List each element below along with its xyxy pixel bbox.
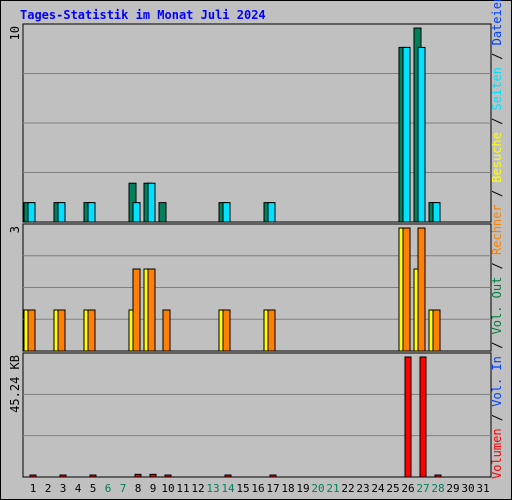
x-label-day-3: 3 bbox=[60, 482, 67, 495]
x-label-day-5: 5 bbox=[90, 482, 97, 495]
chart-panels bbox=[22, 23, 492, 478]
x-label-day-28: 28 bbox=[431, 482, 444, 495]
x-label-day-7: 7 bbox=[120, 482, 127, 495]
ymax-label-besuche: 3 bbox=[8, 226, 22, 233]
x-label-day-12: 12 bbox=[191, 482, 204, 495]
legend-besuche: Besuche bbox=[490, 132, 504, 183]
x-label-day-14: 14 bbox=[221, 482, 235, 495]
bar-rechner-day-1 bbox=[27, 309, 36, 352]
legend-sep5: / bbox=[490, 110, 504, 132]
x-label-day-24: 24 bbox=[371, 482, 385, 495]
x-label-day-31: 31 bbox=[476, 482, 489, 495]
bar-dateien-day-28 bbox=[432, 202, 441, 223]
x-label-day-20: 20 bbox=[311, 482, 324, 495]
x-label-day-9: 9 bbox=[150, 482, 157, 495]
bar-dateien-day-27 bbox=[417, 46, 426, 223]
chart-legend: Volumen / Vol. In / Vol. Out / Rechner /… bbox=[490, 0, 504, 479]
bar-rechner-day-3 bbox=[57, 309, 66, 352]
x-label-day-30: 30 bbox=[461, 482, 474, 495]
x-label-day-8: 8 bbox=[135, 482, 142, 495]
x-label-day-25: 25 bbox=[386, 482, 399, 495]
bar-dateien-day-5 bbox=[87, 202, 96, 223]
bar-rechner-day-27 bbox=[417, 227, 426, 352]
bar-volumen-day-14 bbox=[224, 474, 232, 478]
legend-sep2: / bbox=[490, 334, 504, 356]
panel-background bbox=[22, 352, 492, 478]
legend-rechner: Rechner bbox=[490, 204, 504, 255]
bar-rechner-day-8 bbox=[132, 268, 141, 352]
x-label-day-11: 11 bbox=[176, 482, 189, 495]
legend-sep4: / bbox=[490, 183, 504, 205]
panel-volumen bbox=[22, 352, 492, 478]
ymax-label-volumen: 45.24 KB bbox=[8, 355, 22, 413]
x-label-day-10: 10 bbox=[161, 482, 174, 495]
ymax-label-anfragen: 10 bbox=[8, 26, 22, 40]
x-label-day-16: 16 bbox=[251, 482, 264, 495]
panel-anfragen bbox=[22, 23, 492, 223]
bar-volumen-day-9 bbox=[149, 473, 157, 478]
bar-rechner-day-14 bbox=[222, 309, 231, 352]
legend-sep6: / bbox=[490, 45, 504, 67]
x-label-day-2: 2 bbox=[45, 482, 52, 495]
legend-sep1: / bbox=[490, 407, 504, 429]
bar-rechner-day-26 bbox=[402, 227, 411, 352]
bar-volumen-day-17 bbox=[269, 474, 277, 478]
bar-rechner-day-9 bbox=[147, 268, 156, 352]
x-label-day-1: 1 bbox=[30, 482, 37, 495]
bar-volumen-day-10 bbox=[164, 474, 172, 478]
bar-rechner-day-28 bbox=[432, 309, 441, 352]
bar-volumen-day-1 bbox=[29, 474, 37, 478]
x-label-day-15: 15 bbox=[236, 482, 249, 495]
bar-volumen-day-5 bbox=[89, 474, 97, 478]
bar-rechner-day-5 bbox=[87, 309, 96, 352]
legend-volumen: Volumen bbox=[490, 428, 504, 479]
bar-rechner-day-17 bbox=[267, 309, 276, 352]
legend-vol_in: Vol. In bbox=[490, 356, 504, 407]
y-axis-max-labels: 10 3 45.24 KB bbox=[8, 26, 22, 413]
legend-seiten: Seiten bbox=[490, 67, 504, 110]
x-axis-labels: 1 2 3 4 5 6 7 8 9 10 11 12 13 14 15 16 17 18 19 20 21 22 23 24 2… bbox=[30, 482, 490, 495]
bar-anfragen-day-10 bbox=[158, 202, 167, 223]
x-label-day-29: 29 bbox=[446, 482, 459, 495]
bar-volumen-day-27 bbox=[419, 356, 427, 478]
x-label-day-13: 13 bbox=[206, 482, 219, 495]
bar-dateien-day-17 bbox=[267, 202, 276, 223]
legend-sep3: / bbox=[490, 255, 504, 277]
bar-dateien-day-8 bbox=[132, 202, 141, 223]
legend-dateien: Dateien bbox=[490, 0, 504, 45]
bar-dateien-day-3 bbox=[57, 202, 66, 223]
x-label-day-22: 22 bbox=[341, 482, 354, 495]
x-label-day-18: 18 bbox=[281, 482, 294, 495]
legend-vol_out: Vol. Out bbox=[490, 277, 504, 335]
x-label-day-27: 27 bbox=[416, 482, 429, 495]
x-label-day-21: 21 bbox=[326, 482, 339, 495]
x-label-day-6: 6 bbox=[105, 482, 112, 495]
x-label-day-19: 19 bbox=[296, 482, 309, 495]
x-label-day-26: 26 bbox=[401, 482, 414, 495]
panel-besuche bbox=[22, 223, 492, 352]
x-label-day-17: 17 bbox=[266, 482, 279, 495]
x-label-day-4: 4 bbox=[75, 482, 82, 495]
bar-volumen-day-28 bbox=[434, 474, 442, 478]
chart-title: Tages-Statistik im Monat Juli 2024 bbox=[20, 8, 266, 22]
bar-volumen-day-3 bbox=[59, 474, 67, 478]
bar-dateien-day-1 bbox=[27, 202, 36, 223]
bar-dateien-day-14 bbox=[222, 202, 231, 223]
bar-volumen-day-26 bbox=[404, 356, 412, 478]
bar-volumen-day-8 bbox=[134, 473, 142, 478]
bar-dateien-day-26 bbox=[402, 46, 411, 223]
bar-rechner-day-10 bbox=[162, 309, 171, 352]
x-label-day-23: 23 bbox=[356, 482, 369, 495]
bar-dateien-day-9 bbox=[147, 182, 156, 223]
